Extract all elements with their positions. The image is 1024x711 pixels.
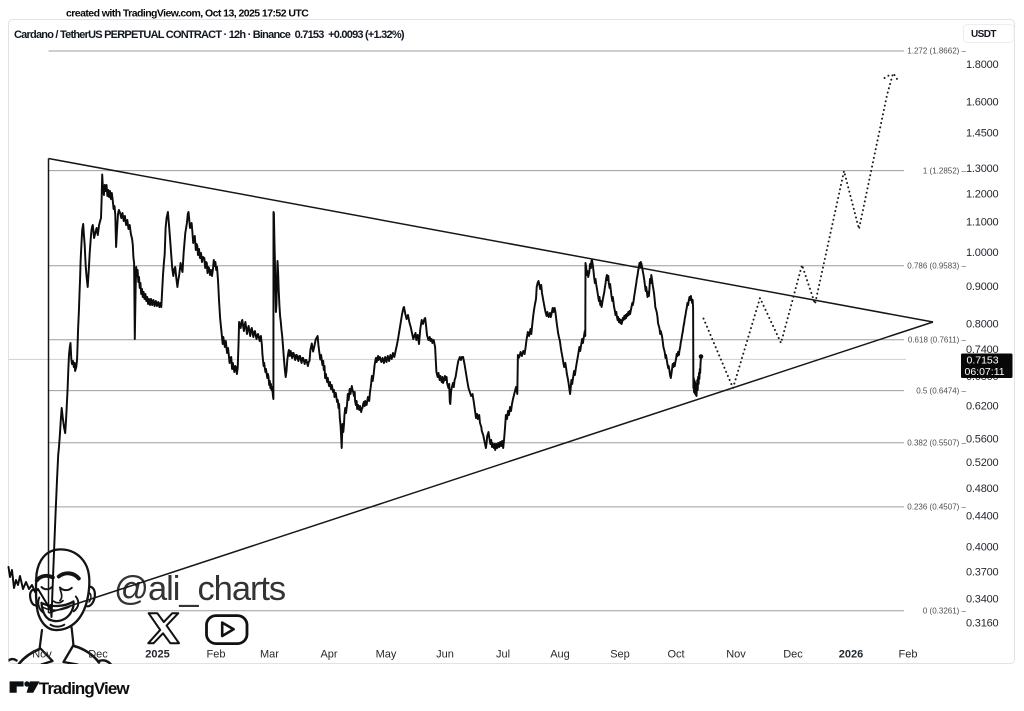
svg-text:Dec: Dec bbox=[88, 649, 108, 661]
svg-text:2025: 2025 bbox=[145, 649, 169, 661]
svg-text:May: May bbox=[376, 649, 397, 661]
svg-text:0.618 (0.7611) –: 0.618 (0.7611) – bbox=[908, 335, 967, 344]
svg-text:1.272 (1.8662) –: 1.272 (1.8662) – bbox=[907, 47, 966, 56]
svg-text:Cardano / TetherUS PERPETUAL C: Cardano / TetherUS PERPETUAL CONTRACT · … bbox=[14, 29, 405, 41]
svg-text:Nov: Nov bbox=[726, 649, 746, 661]
svg-text:Feb: Feb bbox=[207, 649, 226, 661]
svg-text:Jul: Jul bbox=[496, 649, 510, 661]
svg-text:1.6000: 1.6000 bbox=[966, 97, 999, 109]
svg-text:1.4500: 1.4500 bbox=[966, 128, 999, 140]
svg-text:2026: 2026 bbox=[839, 649, 863, 661]
svg-text:Sep: Sep bbox=[610, 649, 630, 661]
svg-text:Aug: Aug bbox=[550, 649, 570, 661]
svg-text:@ali_charts: @ali_charts bbox=[114, 570, 285, 608]
svg-text:06:07:11: 06:07:11 bbox=[965, 366, 1005, 378]
svg-text:created with TradingView.com,: created with TradingView.com, Oct 13, 20… bbox=[66, 8, 309, 20]
svg-text:Oct: Oct bbox=[667, 649, 684, 661]
svg-text:1.1000: 1.1000 bbox=[966, 217, 999, 229]
svg-text:0.8000: 0.8000 bbox=[966, 319, 999, 331]
svg-text:0.3160: 0.3160 bbox=[966, 618, 999, 630]
svg-text:Jun: Jun bbox=[436, 649, 454, 661]
svg-text:0.7400: 0.7400 bbox=[966, 344, 999, 356]
svg-text:1.0000: 1.0000 bbox=[966, 247, 999, 259]
svg-text:USDT: USDT bbox=[971, 29, 996, 40]
svg-text:0.4000: 0.4000 bbox=[966, 542, 999, 554]
svg-text:0.3700: 0.3700 bbox=[966, 567, 999, 579]
svg-text:Nov: Nov bbox=[32, 649, 52, 661]
svg-text:0.5600: 0.5600 bbox=[966, 434, 999, 446]
svg-text:0.5 (0.6474) –: 0.5 (0.6474) – bbox=[916, 386, 966, 395]
svg-text:1 (1.2852) –: 1 (1.2852) – bbox=[923, 166, 967, 175]
svg-text:0.4800: 0.4800 bbox=[966, 483, 999, 495]
svg-text:Dec: Dec bbox=[783, 649, 803, 661]
svg-text:0.5200: 0.5200 bbox=[966, 457, 999, 469]
svg-text:Feb: Feb bbox=[899, 649, 918, 661]
svg-text:0.4400: 0.4400 bbox=[966, 511, 999, 523]
svg-text:1.2000: 1.2000 bbox=[966, 189, 999, 201]
svg-text:0.9000: 0.9000 bbox=[966, 281, 999, 293]
svg-text:0.3400: 0.3400 bbox=[966, 594, 999, 606]
svg-text:0.236 (0.4507) –: 0.236 (0.4507) – bbox=[907, 503, 966, 512]
svg-text:0 (0.3261) –: 0 (0.3261) – bbox=[923, 607, 967, 616]
svg-text:0.6200: 0.6200 bbox=[966, 401, 999, 413]
svg-text:Apr: Apr bbox=[320, 649, 337, 661]
svg-text:0.786 (0.9583) –: 0.786 (0.9583) – bbox=[907, 262, 966, 271]
svg-text:1.3000: 1.3000 bbox=[966, 163, 999, 175]
svg-text:0.7153: 0.7153 bbox=[967, 355, 999, 367]
svg-text:TradingView: TradingView bbox=[39, 679, 131, 698]
svg-text:0.382 (0.5507) –: 0.382 (0.5507) – bbox=[907, 439, 966, 448]
svg-text:Mar: Mar bbox=[260, 649, 279, 661]
svg-text:1.8000: 1.8000 bbox=[966, 59, 999, 71]
